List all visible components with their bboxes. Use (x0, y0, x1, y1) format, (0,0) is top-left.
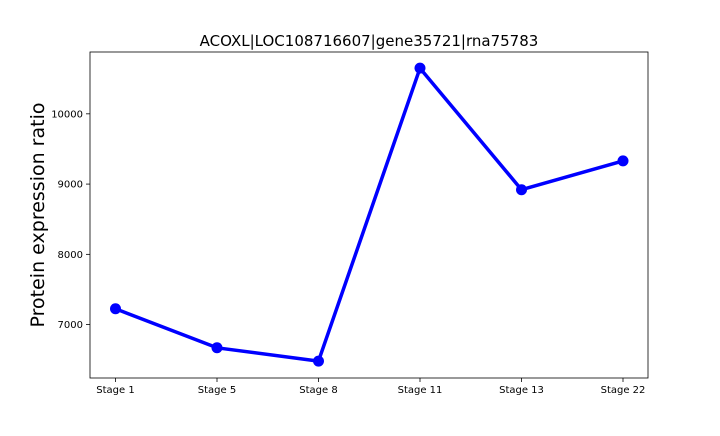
data-point (414, 62, 426, 74)
y-axis: 7000 8000 9000 10000 (51, 109, 90, 331)
x-tick-label: Stage 11 (398, 385, 443, 396)
data-point (211, 342, 223, 354)
data-point (110, 303, 121, 315)
x-axis: Stage 1 Stage 5 Stage 8 Stage 11 Stage 13 Sta… (96, 378, 645, 396)
x-tick-label: Stage 1 (96, 385, 134, 396)
data-point (313, 355, 324, 367)
y-tick-label: 10000 (51, 109, 83, 120)
plot-frame (89, 51, 649, 379)
y-axis-label: Protein expression ratio (27, 103, 49, 328)
x-tick-label: Stage 13 (499, 385, 544, 396)
x-tick-label: Stage 8 (299, 385, 337, 396)
series-layer (110, 62, 629, 367)
data-point (516, 184, 527, 196)
chart-title: ACOXL|LOC108716607|gene35721|rna75783 (200, 32, 539, 50)
data-point (617, 155, 629, 167)
y-tick-label: 9000 (58, 180, 83, 191)
y-tick-label: 7000 (58, 320, 83, 331)
x-tick-label: Stage 22 (601, 385, 646, 396)
series-line (113, 66, 625, 363)
y-tick-label: 8000 (58, 250, 83, 261)
x-tick-label: Stage 5 (198, 385, 236, 396)
